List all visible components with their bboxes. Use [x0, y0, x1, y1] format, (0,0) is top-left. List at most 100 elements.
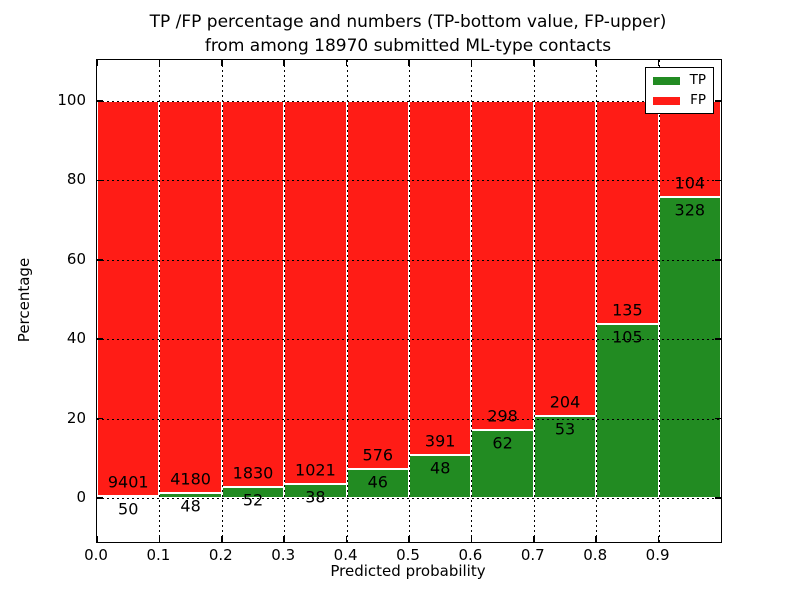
x-axis-tick	[158, 536, 161, 542]
tp-count-label: 105	[612, 327, 643, 347]
x-axis-tick	[345, 536, 348, 542]
x-tick-label: 0.9	[645, 546, 670, 564]
y-axis-tick-right	[715, 259, 721, 261]
legend-entry-tp: TP	[653, 72, 706, 88]
x-axis-tick	[470, 536, 473, 542]
fp-bar-segment	[471, 101, 534, 430]
y-axis-tick	[97, 417, 103, 420]
y-axis-tick	[97, 259, 103, 261]
tp-count-label: 328	[674, 200, 706, 220]
x-axis-tick	[595, 536, 597, 542]
y-axis-tick-right	[715, 100, 721, 102]
tp-bar-segment	[97, 495, 160, 498]
chart-title-line-2: from among 18970 submitted ML-type conta…	[204, 36, 612, 56]
x-tick-label: 0.8	[583, 546, 608, 564]
x-tick-label: 0.3	[271, 546, 296, 564]
y-tick-label: 80	[66, 170, 86, 189]
v-gridline	[658, 60, 660, 542]
fp-bar-segment	[284, 101, 347, 484]
x-axis-tick-top	[96, 60, 98, 66]
tp-count-label: 52	[242, 490, 264, 510]
fp-count-label: 1021	[295, 460, 336, 480]
x-axis-tick	[221, 536, 223, 542]
tp-bar-segment	[658, 196, 721, 498]
fp-count-label: 298	[487, 406, 518, 426]
tp-bar-segment	[471, 429, 534, 498]
x-axis-tick-top	[408, 60, 410, 66]
fp-bar-segment	[221, 101, 285, 488]
x-tick-label: 0.2	[208, 546, 233, 564]
chart-title-line-1: TP /FP percentage and numbers (TP-bottom…	[149, 12, 667, 32]
x-axis-tick-top	[657, 60, 660, 66]
x-axis-tick-top	[533, 60, 535, 66]
v-gridline	[284, 60, 286, 542]
v-gridline	[159, 60, 161, 542]
y-tick-label: 60	[66, 249, 86, 268]
y-tick-label: 20	[66, 408, 86, 427]
tp-bar-segment	[596, 324, 659, 498]
x-axis-label: Predicted probability	[330, 562, 486, 580]
y-axis-tick-right	[715, 417, 721, 420]
v-gridline	[346, 60, 348, 542]
v-gridline	[596, 60, 598, 542]
y-axis-tick	[97, 497, 103, 499]
x-tick-label: 0.1	[146, 546, 171, 564]
y-tick-label: 40	[66, 329, 86, 348]
fp-bar-segment	[97, 101, 160, 496]
x-tick-label: 0.7	[520, 546, 545, 564]
fp-count-label: 1830	[232, 463, 274, 483]
tp-count-label: 48	[430, 458, 451, 478]
y-axis-tick-right	[715, 497, 721, 499]
fp-count-label: 135	[612, 300, 643, 320]
fp-bar-segment	[533, 101, 597, 417]
y-axis-tick	[97, 179, 103, 182]
x-tick-label: 0.5	[396, 546, 420, 564]
tp-count-label: 53	[554, 419, 576, 439]
tp-bar-segment	[533, 416, 597, 498]
x-axis-tick-top	[283, 60, 285, 66]
x-axis-tick-top	[221, 60, 223, 66]
fp-legend-swatch	[653, 96, 680, 105]
x-axis-tick	[408, 536, 410, 542]
x-tick-label: 0.0	[84, 546, 108, 564]
x-axis-tick-top	[595, 60, 597, 66]
y-tick-label: 100	[57, 91, 86, 109]
v-gridline	[221, 60, 223, 542]
x-axis-tick	[657, 536, 660, 542]
fp-bar-segment	[596, 101, 659, 325]
fp-count-label: 4180	[170, 469, 211, 489]
tp-count-label: 46	[367, 472, 388, 492]
y-axis-label: Percentage	[15, 257, 33, 343]
x-axis-tick-top	[470, 60, 473, 66]
fp-count-label: 104	[674, 173, 706, 193]
tp-count-label: 50	[118, 499, 139, 519]
v-gridline	[409, 60, 410, 542]
y-axis-tick	[97, 100, 103, 102]
fp-bar-segment	[409, 101, 472, 455]
v-gridline	[533, 60, 535, 542]
legend-label-fp: FP	[690, 92, 706, 108]
tp-count-label: 48	[180, 496, 201, 516]
fp-count-label: 204	[549, 392, 581, 412]
fp-count-label: 9401	[107, 472, 149, 492]
fp-bar-segment	[346, 101, 409, 469]
x-axis-tick	[283, 536, 285, 542]
tp-count-label: 38	[305, 487, 326, 507]
fp-count-label: 576	[362, 445, 394, 465]
legend: TP FP	[645, 67, 714, 114]
x-tick-label: 0.4	[333, 546, 358, 564]
x-axis-tick-top	[158, 60, 161, 66]
x-axis-tick	[96, 536, 98, 542]
y-axis-tick-right	[715, 179, 721, 182]
y-axis-tick	[97, 338, 103, 340]
fp-bar-segment	[159, 101, 222, 494]
tp-count-label: 62	[492, 433, 513, 453]
tp-bar-segment	[346, 468, 409, 498]
tp-legend-swatch	[653, 76, 680, 85]
fp-count-label: 391	[424, 431, 456, 451]
x-tick-label: 0.6	[458, 546, 483, 564]
y-tick-label: 0	[76, 488, 86, 506]
y-axis-tick-right	[715, 338, 721, 340]
legend-label-tp: TP	[689, 72, 706, 88]
